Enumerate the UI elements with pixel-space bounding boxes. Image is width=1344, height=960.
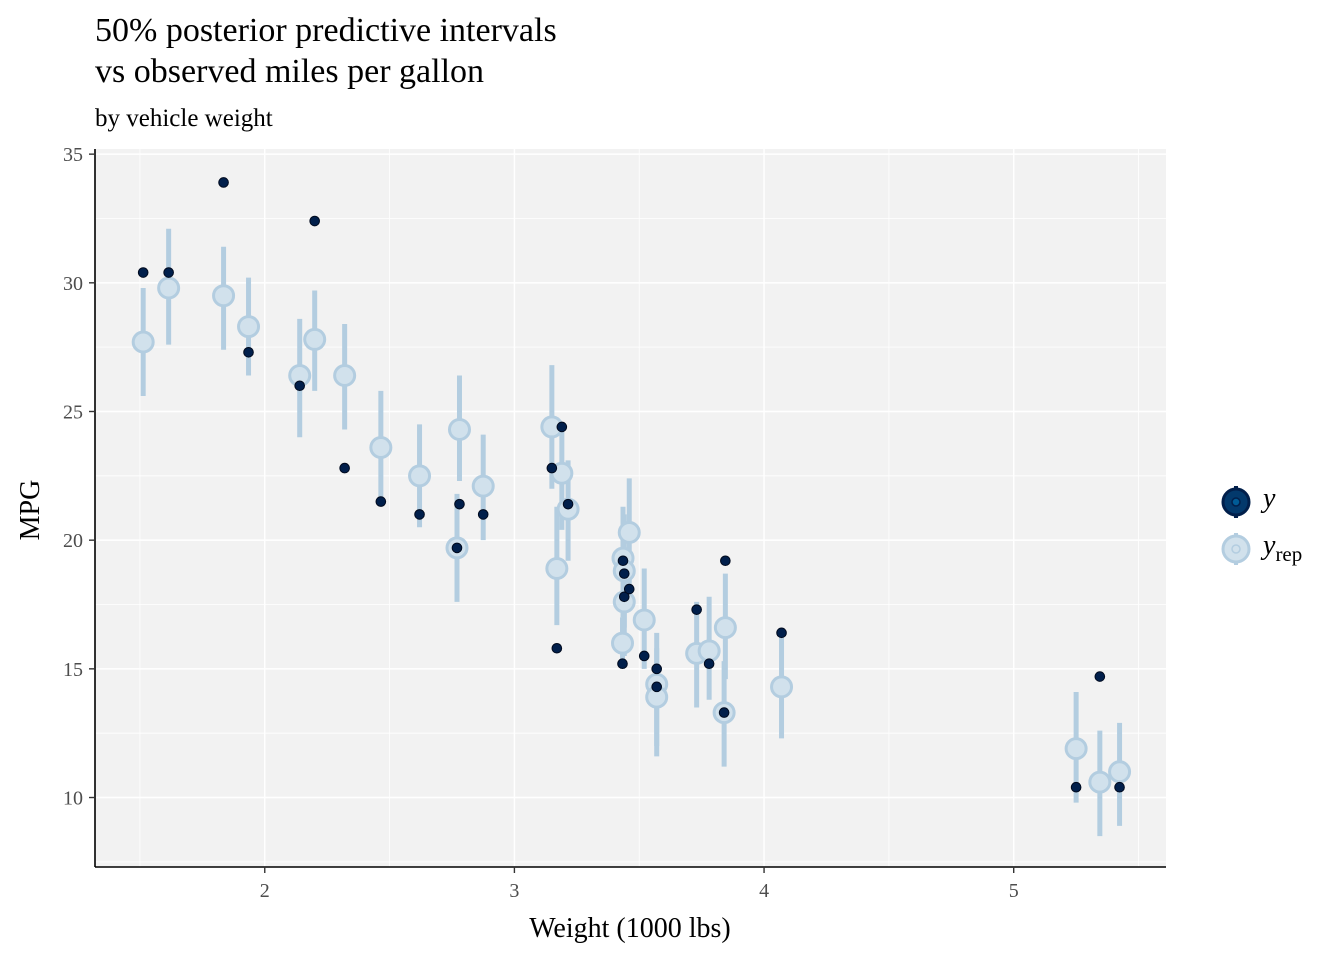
observed-points xyxy=(137,177,1125,793)
yrep-point xyxy=(713,616,737,640)
observed-point xyxy=(1070,781,1082,793)
yrep-point xyxy=(157,276,181,300)
yrep-point xyxy=(212,284,236,308)
legend-label-yrep: yrep xyxy=(1260,530,1302,566)
x-tick-label: 5 xyxy=(1009,880,1019,902)
observed-point xyxy=(546,462,558,474)
legend-label-yrep-main: y xyxy=(1260,530,1276,561)
observed-point xyxy=(414,509,425,520)
observed-point xyxy=(1094,671,1106,682)
chart-title: 50% posterior predictive intervals vs ob… xyxy=(95,10,557,92)
legend-label-y: y xyxy=(1260,483,1276,514)
observed-point xyxy=(618,591,630,603)
observed-point xyxy=(618,568,630,579)
observed-point xyxy=(163,267,174,278)
legend-label-yrep-sub: rep xyxy=(1275,542,1302,566)
chart-title-line-1: 50% posterior predictive intervals xyxy=(95,12,557,49)
grid-lines xyxy=(95,149,1166,867)
observed-point xyxy=(562,498,574,510)
observed-point xyxy=(339,462,350,474)
yrep-point xyxy=(369,436,393,460)
observed-point xyxy=(218,177,229,188)
observed-point xyxy=(556,421,568,433)
observed-point xyxy=(691,604,702,615)
observed-point xyxy=(617,555,629,567)
observed-point xyxy=(617,658,628,669)
yrep-point xyxy=(237,315,261,339)
observed-point xyxy=(1114,781,1125,793)
legend-key-y xyxy=(1221,486,1251,518)
observed-point xyxy=(651,681,663,693)
y-tick-label: 10 xyxy=(63,788,83,810)
yrep-point xyxy=(471,474,495,498)
yrep-point xyxy=(131,330,155,354)
observed-point xyxy=(294,380,306,392)
tick-labels: 2 3 4 5 10 15 20 25 30 35 xyxy=(63,144,1019,902)
yrep-point xyxy=(545,556,569,580)
observed-point xyxy=(243,347,254,358)
legend: y yrep xyxy=(1221,483,1302,566)
yrep-point xyxy=(1108,760,1132,784)
y-axis-title: MPG xyxy=(15,480,46,541)
yrep-point xyxy=(770,675,794,699)
yrep-point xyxy=(303,327,327,351)
x-tick-label: 4 xyxy=(759,880,769,902)
yrep-point xyxy=(447,418,471,442)
chart-subtitle: by vehicle weight xyxy=(95,105,273,132)
observed-point xyxy=(703,658,715,669)
y-tick-label: 15 xyxy=(63,659,83,681)
y-tick-label: 25 xyxy=(63,401,83,423)
axes xyxy=(89,149,1166,873)
x-tick-label: 3 xyxy=(509,880,519,902)
yrep-point xyxy=(1064,737,1088,761)
yrep-point xyxy=(333,363,357,387)
yrep-point xyxy=(632,608,656,632)
observed-point xyxy=(454,498,465,510)
observed-point xyxy=(477,509,489,520)
observed-point xyxy=(720,555,731,567)
observed-point xyxy=(137,267,149,278)
observed-point xyxy=(551,642,563,654)
y-tick-label: 20 xyxy=(63,530,83,552)
yrep-point xyxy=(697,639,721,663)
y-tick-label: 30 xyxy=(63,273,83,295)
y-tick-label: 35 xyxy=(63,144,83,166)
observed-point xyxy=(718,707,730,718)
yrep-point xyxy=(611,631,635,655)
yrep-point xyxy=(1088,770,1112,794)
yrep-point xyxy=(617,520,641,544)
observed-point xyxy=(776,627,787,639)
yrep-point xyxy=(408,464,432,488)
x-axis-title: Weight (1000 lbs) xyxy=(529,913,731,944)
observed-point xyxy=(451,542,463,554)
observed-point xyxy=(375,496,387,507)
observed-point xyxy=(638,650,650,662)
observed-point xyxy=(651,663,663,675)
x-tick-label: 2 xyxy=(260,880,270,902)
observed-point xyxy=(309,215,320,227)
observed-point xyxy=(623,583,635,595)
chart-title-line-2: vs observed miles per gallon xyxy=(95,53,485,90)
legend-key-yrep xyxy=(1221,533,1251,565)
